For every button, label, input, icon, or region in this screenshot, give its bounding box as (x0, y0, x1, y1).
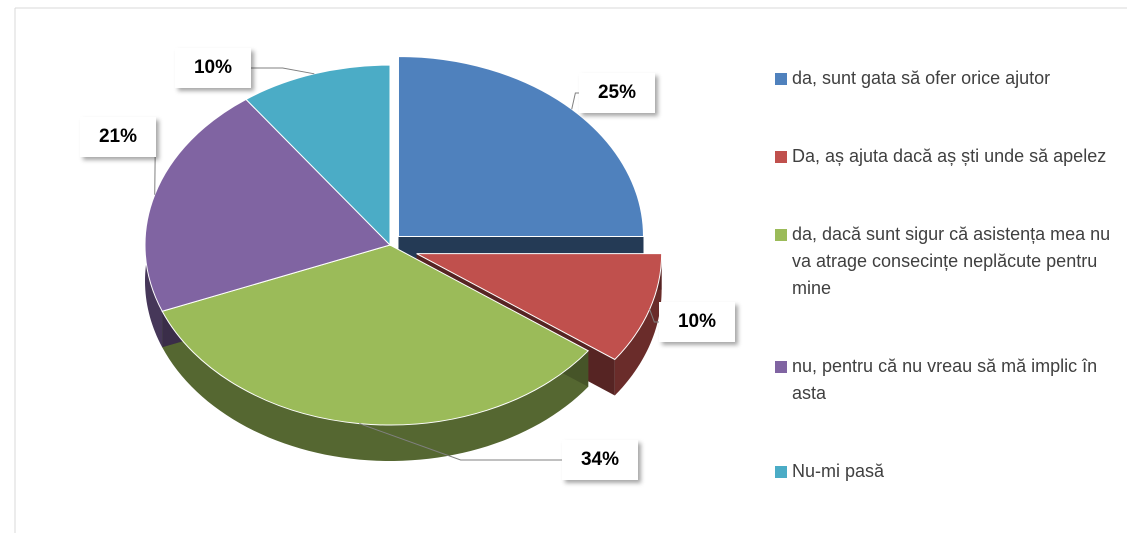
legend-item: Da, aș ajuta dacă aș ști unde să apelez (775, 143, 1115, 170)
leader-line (251, 67, 315, 75)
legend-item: Nu-mi pasă (775, 458, 1115, 485)
legend-item: da, dacă sunt sigur că asistența mea nu … (775, 221, 1115, 302)
legend-label: Nu-mi pasă (792, 460, 885, 481)
label-box (80, 117, 156, 157)
data-label: 10% (194, 57, 232, 78)
pie-slice (397, 56, 644, 238)
legend-item: da, sunt gata să ofer orice ajutor (775, 65, 1115, 92)
legend-swatch (775, 228, 787, 241)
legend-label: da, dacă sunt sigur că asistența mea nu … (792, 223, 1111, 298)
pie-slice (161, 244, 590, 426)
label-box (659, 302, 735, 342)
label-box (175, 48, 251, 88)
data-label: 34% (581, 449, 619, 470)
legend-label: Da, aș ajuta dacă aș ști unde să apelez (792, 146, 1107, 167)
pie-slice (245, 64, 391, 247)
legend-swatch (775, 465, 787, 478)
legend-swatch (775, 360, 787, 373)
pie-slice (144, 98, 391, 312)
pie-side (162, 311, 589, 461)
data-label: 21% (99, 126, 137, 147)
legend-label: da, sunt gata să ofer orice ajutor (792, 68, 1051, 89)
legend-swatch (775, 151, 787, 164)
data-label: 25% (598, 82, 636, 103)
legend-swatch (775, 73, 787, 86)
label-box (579, 73, 655, 113)
legend-item: nu, pentru că nu vreau să mă implic în a… (775, 353, 1115, 407)
pie-side (614, 253, 662, 396)
leader-line (649, 309, 659, 323)
leader-line (571, 92, 579, 110)
legend-label: nu, pentru că nu vreau să mă implic în a… (792, 355, 1098, 403)
leader-line (359, 423, 562, 461)
legend: da, sunt gata să ofer orice ajutor Da, aș… (775, 40, 1115, 510)
data-label: 10% (678, 311, 716, 332)
label-box (562, 440, 638, 480)
